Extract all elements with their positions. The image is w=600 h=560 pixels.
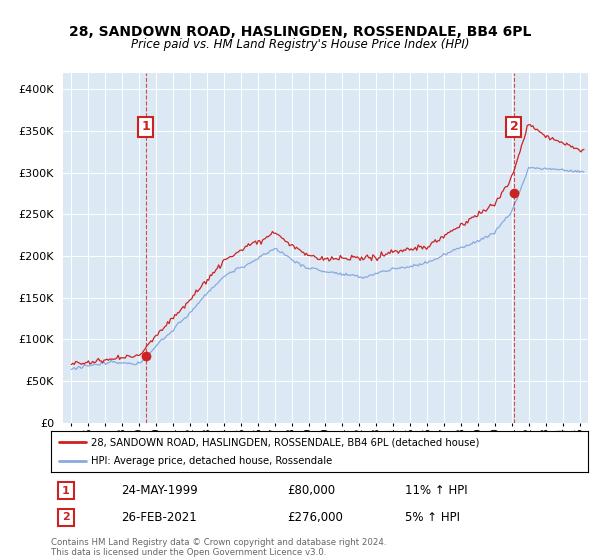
Text: 1: 1 [141,120,150,133]
Text: Price paid vs. HM Land Registry's House Price Index (HPI): Price paid vs. HM Land Registry's House … [131,38,469,51]
Text: 2: 2 [509,120,518,133]
Text: 28, SANDOWN ROAD, HASLINGDEN, ROSSENDALE, BB4 6PL (detached house): 28, SANDOWN ROAD, HASLINGDEN, ROSSENDALE… [91,437,479,447]
Text: 1: 1 [62,486,70,496]
Text: Contains HM Land Registry data © Crown copyright and database right 2024.
This d: Contains HM Land Registry data © Crown c… [51,538,386,557]
Text: 28, SANDOWN ROAD, HASLINGDEN, ROSSENDALE, BB4 6PL: 28, SANDOWN ROAD, HASLINGDEN, ROSSENDALE… [69,25,531,39]
Text: £276,000: £276,000 [287,511,343,524]
Text: HPI: Average price, detached house, Rossendale: HPI: Average price, detached house, Ross… [91,456,332,465]
Text: 26-FEB-2021: 26-FEB-2021 [121,511,197,524]
Text: 5% ↑ HPI: 5% ↑ HPI [406,511,460,524]
Text: £80,000: £80,000 [287,484,335,497]
Text: 24-MAY-1999: 24-MAY-1999 [121,484,197,497]
Text: 11% ↑ HPI: 11% ↑ HPI [406,484,468,497]
Text: 2: 2 [62,512,70,522]
